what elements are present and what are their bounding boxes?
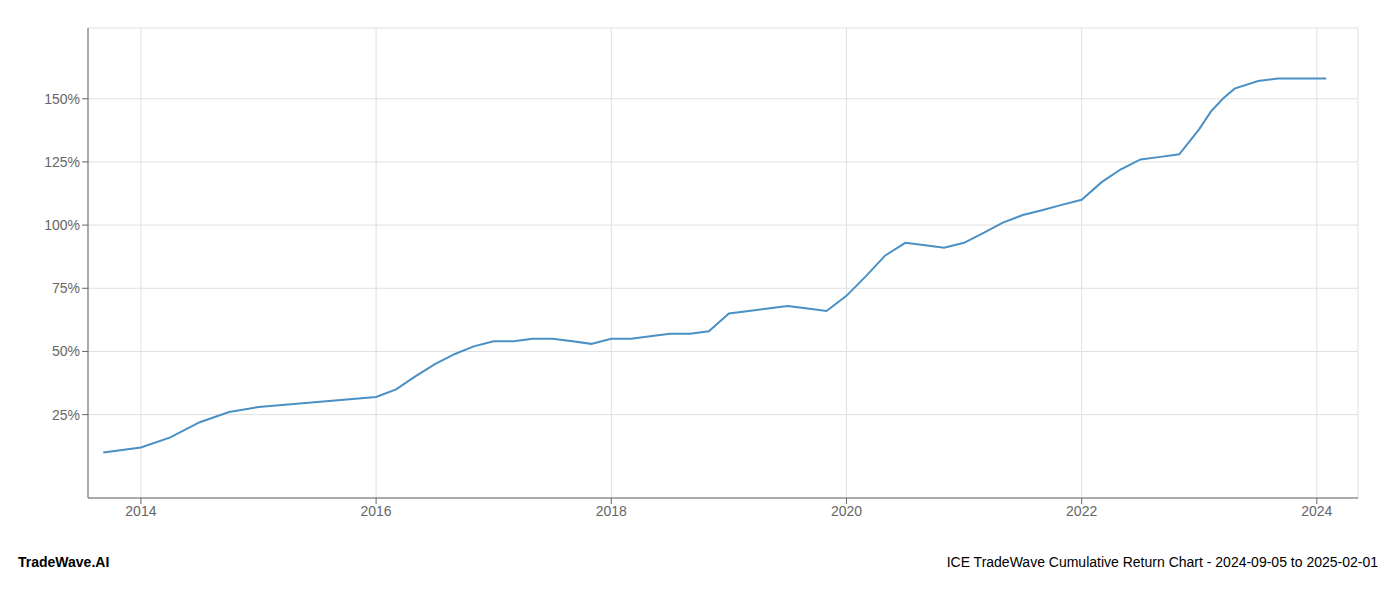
- svg-text:2018: 2018: [596, 503, 627, 519]
- svg-text:150%: 150%: [44, 91, 80, 107]
- svg-text:50%: 50%: [52, 343, 80, 359]
- svg-text:75%: 75%: [52, 280, 80, 296]
- svg-text:125%: 125%: [44, 154, 80, 170]
- svg-text:25%: 25%: [52, 407, 80, 423]
- svg-text:2020: 2020: [831, 503, 862, 519]
- svg-text:2014: 2014: [125, 503, 156, 519]
- html-text:ICE TradeWave Cumulative Retur: ICE TradeWave Cumulative Return Chart - …: [946, 554, 1378, 570]
- svg-text:2016: 2016: [361, 503, 392, 519]
- html-text:TradeWave.AI: TradeWave.AI: [18, 554, 110, 570]
- svg-text:2024: 2024: [1301, 503, 1332, 519]
- svg-text:100%: 100%: [44, 217, 80, 233]
- svg-text:2022: 2022: [1066, 503, 1097, 519]
